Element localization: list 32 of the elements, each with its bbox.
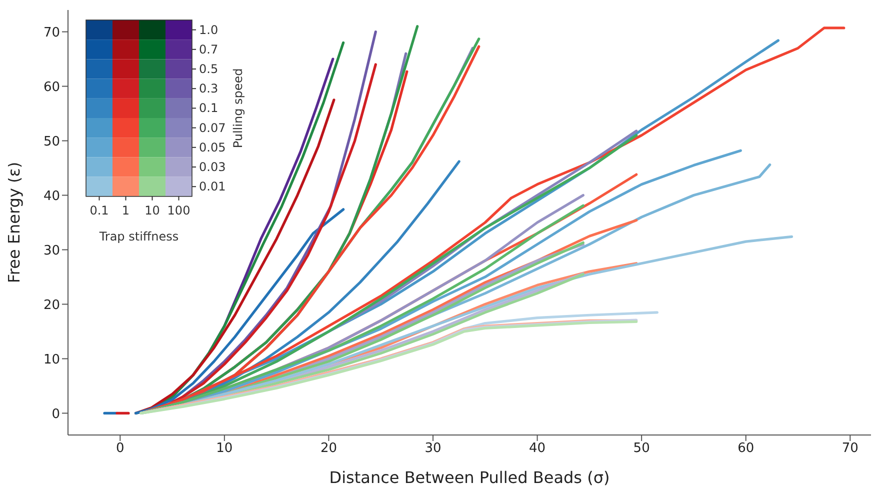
y-tick-label: 0 xyxy=(52,406,60,422)
y-tick-label: 50 xyxy=(43,134,60,150)
y-tick-label: 60 xyxy=(43,80,60,95)
category-label: 1.0 xyxy=(199,22,218,37)
x-tick-label: 20 xyxy=(320,441,337,456)
category-label: 0.7 xyxy=(199,42,218,56)
y-tick-label: 40 xyxy=(43,188,60,204)
category-label: 100 xyxy=(167,203,190,218)
y-tick-label: 30 xyxy=(43,243,60,258)
category-label: 0.3 xyxy=(199,82,218,96)
x-tick-label: 0 xyxy=(116,441,124,456)
text: Trap stiffness xyxy=(98,229,179,244)
y-tick-label: 70 xyxy=(43,25,60,40)
x-tick-label: 40 xyxy=(529,441,546,456)
x-tick-label: 10 xyxy=(216,441,233,456)
category-label: 0.01 xyxy=(199,180,226,194)
category-label: 1 xyxy=(122,203,130,218)
y-tick-label: 10 xyxy=(43,352,60,368)
category-label: 0.5 xyxy=(199,62,218,76)
category-label: 10 xyxy=(144,203,160,218)
y-tick-label: 20 xyxy=(43,298,60,313)
category-label: 0.07 xyxy=(199,120,226,135)
x-tick-label: 50 xyxy=(633,441,650,456)
category-label: 0.1 xyxy=(199,101,218,116)
category-label: 0.03 xyxy=(199,160,226,174)
text: Pulling speed xyxy=(231,68,245,148)
x-tick-label: 70 xyxy=(842,441,858,456)
category-label: 0.1 xyxy=(90,203,109,218)
category-label: 0.05 xyxy=(199,140,226,154)
x-tick-label: 30 xyxy=(424,441,442,456)
x-tick-label: 60 xyxy=(738,441,754,456)
x-axis-title: Distance Between Pulled Beads (σ) xyxy=(329,468,610,487)
